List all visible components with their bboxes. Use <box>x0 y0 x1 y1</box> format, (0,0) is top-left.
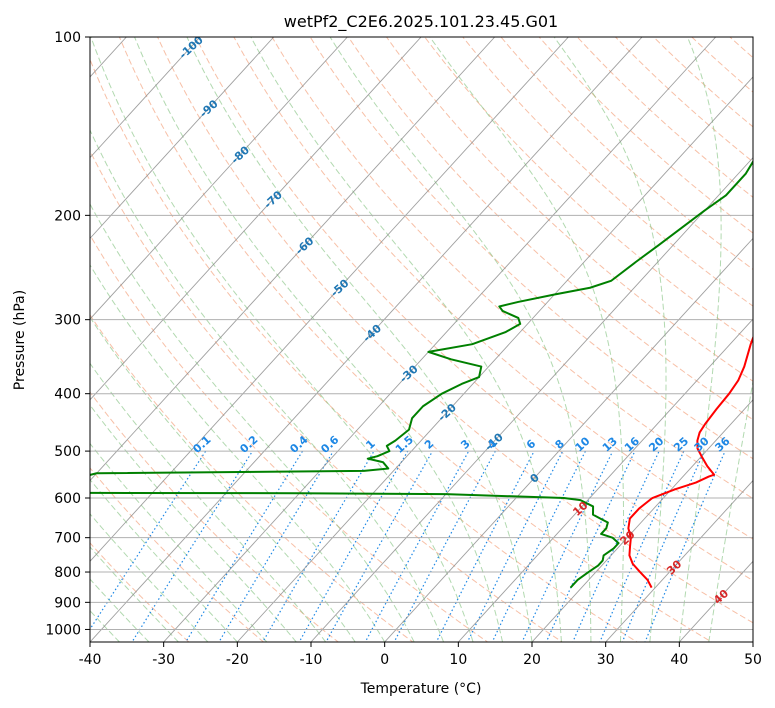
isotherm-line <box>90 37 422 401</box>
dry-adiabat <box>347 37 753 421</box>
x-tick-label: 20 <box>523 652 541 668</box>
isotherm-line <box>90 37 201 159</box>
y-tick-label: 300 <box>54 313 81 329</box>
x-tick-label: -20 <box>226 652 249 668</box>
moist-adiabat <box>90 316 356 642</box>
x-tick-label: 0 <box>380 652 389 668</box>
y-tick-label: 100 <box>54 30 81 46</box>
moist-adiabat <box>90 128 445 642</box>
y-tick-label: 600 <box>54 491 81 507</box>
dry-adiabat <box>157 37 753 624</box>
plot-area: -100-90-80-70-60-50-40-30-20-10010203040… <box>90 37 753 642</box>
plot-frame <box>89 36 754 643</box>
temperature-profile <box>627 335 753 589</box>
x-tick-label: 10 <box>449 652 467 668</box>
dry-adiabat <box>90 314 414 642</box>
y-tick-label: 200 <box>54 208 81 224</box>
moist-adiabat <box>90 264 386 642</box>
dry-adiabat <box>90 234 489 642</box>
dry-adiabat <box>118 37 713 642</box>
isotherm-line <box>531 399 753 642</box>
y-tick-label: 1000 <box>45 622 81 638</box>
moist-adiabat <box>250 37 562 642</box>
x-tick-label: 50 <box>744 652 762 668</box>
moist-adiabat <box>708 378 753 642</box>
dry-adiabat <box>424 37 753 344</box>
x-axis-label: Temperature (°C) <box>360 681 482 697</box>
dry-adiabat <box>195 37 753 582</box>
x-tick-label: 40 <box>670 652 688 668</box>
y-axis-label: Pressure (hPa) <box>12 290 28 390</box>
chart-title: wetPf2_C2E6.2025.101.23.45.G01 <box>284 12 558 32</box>
dry-adiabat <box>90 542 190 642</box>
moist-adiabats <box>90 37 753 642</box>
isotherm-line <box>90 37 275 240</box>
isotherm-line <box>384 237 753 642</box>
dry-adiabat <box>90 467 265 642</box>
moist-adiabat <box>90 442 268 642</box>
moist-adiabat <box>678 37 722 642</box>
moist-adiabat <box>329 37 592 642</box>
dry-adiabat <box>271 37 753 500</box>
data-series <box>90 159 753 589</box>
isotherm-line <box>90 37 643 642</box>
y-tick-label: 400 <box>54 387 81 403</box>
isotherm-line <box>90 37 348 320</box>
moist-adiabat <box>90 546 179 642</box>
moist-adiabat <box>90 513 209 642</box>
y-tick-label: 900 <box>54 595 81 611</box>
dry-adiabat <box>90 58 638 642</box>
isotherms <box>90 37 753 642</box>
isotherm-line <box>458 318 753 642</box>
x-tick-label: 30 <box>597 652 615 668</box>
dry-adiabat <box>90 391 340 642</box>
dry-adiabats <box>90 37 753 642</box>
moist-adiabat <box>553 37 667 642</box>
dry-adiabat <box>90 149 564 642</box>
x-tick-label: -30 <box>152 652 175 668</box>
isotherm-line <box>605 479 753 642</box>
isotherm-line <box>310 156 753 642</box>
x-tick-label: -10 <box>300 652 323 668</box>
moist-adiabat <box>90 404 297 642</box>
moist-adiabat <box>429 37 625 642</box>
pressure-gridlines <box>90 37 753 630</box>
isotherm-line <box>90 37 496 482</box>
moist-adiabat <box>90 362 327 642</box>
moist-adiabat <box>90 37 474 642</box>
dewpoint-profile <box>90 159 753 589</box>
axes: -40 -30 -20 -10 0 10 20 30 40 50 100 200 300 400 500 60… <box>45 30 762 668</box>
moist-adiabat <box>134 37 504 642</box>
isotherm-line <box>163 37 717 642</box>
y-tick-label: 700 <box>54 531 81 547</box>
isotherm-line <box>237 76 753 642</box>
y-tick-label: 800 <box>54 565 81 581</box>
x-tick-label: -40 <box>79 652 102 668</box>
isotherm-line <box>90 37 569 562</box>
moist-adiabat <box>90 478 238 642</box>
y-tick-label: 500 <box>54 444 81 460</box>
